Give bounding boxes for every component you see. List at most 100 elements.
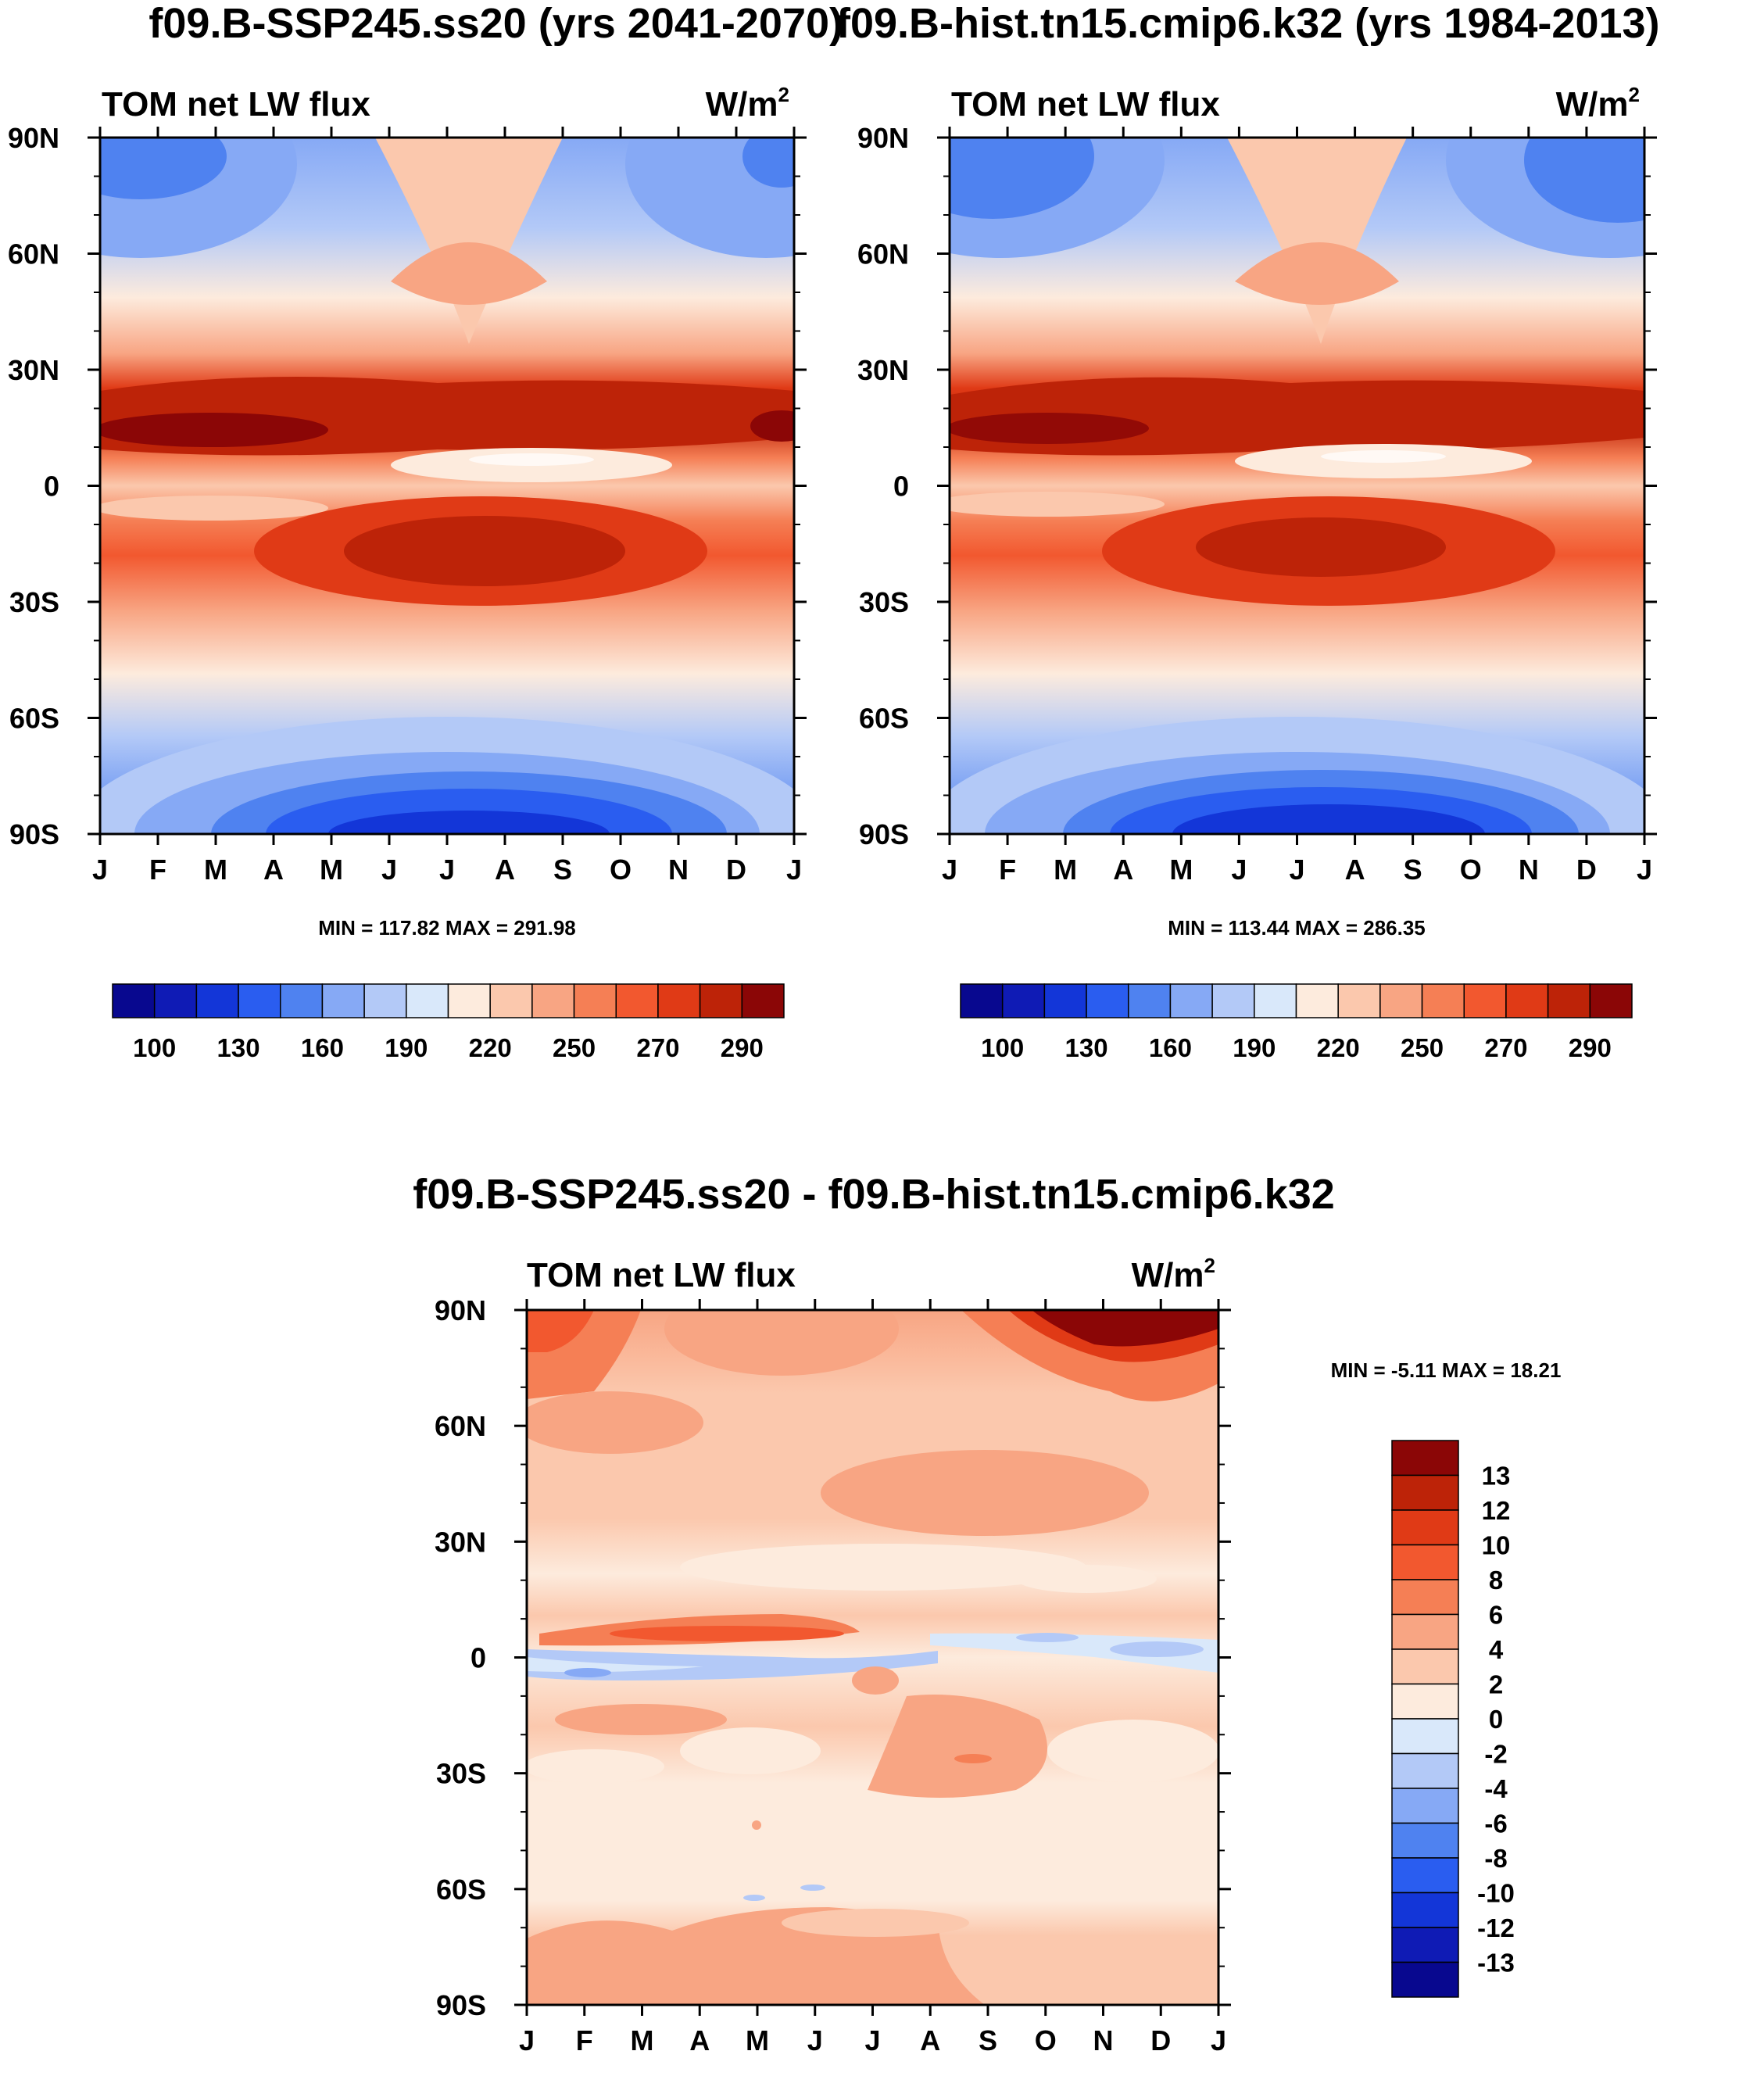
x-tick-label: J	[1211, 2024, 1226, 2056]
colorbar-label: 160	[301, 1033, 344, 1062]
x-tick-label: J	[1231, 854, 1247, 886]
colorbar-swatch	[1254, 983, 1297, 1018]
colorbar-swatch	[1391, 1474, 1459, 1511]
colorbar-swatch	[195, 983, 239, 1018]
x-tick-label: A	[920, 2024, 940, 2056]
colorbar-label: -8	[1484, 1844, 1507, 1873]
colorbar-swatch	[1391, 1822, 1459, 1859]
colorbar-label: 290	[721, 1033, 764, 1062]
colorbar-label: 160	[1149, 1033, 1192, 1062]
colorbar-swatch	[573, 983, 617, 1018]
y-tick-label: 60N	[857, 238, 909, 270]
colorbar-label: 2	[1489, 1670, 1503, 1699]
colorbar-swatch	[112, 983, 156, 1018]
y-tick-label: 30N	[435, 1526, 486, 1558]
colorbar-label: 190	[385, 1033, 428, 1062]
subtitle-ssp245: TOM net LW flux	[102, 85, 370, 123]
colorbar-swatch	[1295, 983, 1339, 1018]
x-tick-label: O	[1460, 854, 1482, 886]
colorbar-label: 12	[1482, 1496, 1511, 1525]
colorbar-swatch	[741, 983, 785, 1018]
y-tick-label: 90N	[435, 1294, 486, 1326]
x-tick-label: D	[726, 854, 746, 886]
x-tick-label: M	[631, 2024, 654, 2056]
x-tick-label: M	[746, 2024, 769, 2056]
x-tick-label: J	[864, 2024, 880, 2056]
colorbar-swatch	[1043, 983, 1087, 1018]
heatmap-diff	[527, 1310, 1218, 2005]
x-tick-label: S	[553, 854, 572, 886]
y-tick-label: 90N	[8, 122, 59, 154]
x-tick-label: J	[807, 2024, 823, 2056]
x-tick-label: N	[1519, 854, 1539, 886]
y-tick-label: 60S	[859, 703, 909, 735]
units-diff: W/m2	[1132, 1254, 1215, 1294]
colorbar-swatch	[1337, 983, 1381, 1018]
colorbar-label: 100	[133, 1033, 176, 1062]
colorbar-swatch	[531, 983, 575, 1018]
y-tick-label: 90N	[857, 122, 909, 154]
panel-hist: TOM net LW flux W/m2 J F M A M J J A S O N D J 90N 60N…	[857, 83, 1657, 1062]
colorbar-label: 100	[981, 1033, 1024, 1062]
y-tick-label: 0	[893, 471, 909, 503]
colorbar-swatch	[489, 983, 533, 1018]
colorbar-swatch	[153, 983, 198, 1018]
colorbar-swatch	[1391, 1683, 1459, 1720]
colorbar-label: 10	[1482, 1531, 1511, 1560]
units-hist: W/m2	[1556, 83, 1640, 123]
x-tick-label: A	[263, 854, 284, 886]
colorbar-label: 8	[1489, 1566, 1503, 1595]
x-tick-label: N	[668, 854, 689, 886]
colorbar-label: 270	[636, 1033, 679, 1062]
colorbar-swatch	[1391, 1927, 1459, 1963]
x-tick-label: F	[576, 2024, 593, 2056]
panel-diff: TOM net LW flux W/m2 J F M A M J J A S O N D J 90N 60N…	[435, 1254, 1561, 2056]
colorbar-label: -13	[1477, 1949, 1515, 1978]
y-tick-label: 0	[44, 471, 59, 503]
x-tick-label: J	[786, 854, 802, 886]
colorbar-label: 250	[1401, 1033, 1444, 1062]
y-tick-label: 30S	[859, 586, 909, 618]
subtitle-hist: TOM net LW flux	[951, 85, 1220, 123]
heatmap-hist	[950, 138, 1644, 834]
colorbar-swatch	[615, 983, 659, 1018]
x-tick-label: O	[610, 854, 632, 886]
y-tick-label: 30S	[9, 586, 59, 618]
y-tick-label: 90S	[436, 1989, 486, 2021]
y-tick-label: 90S	[9, 818, 59, 850]
x-tick-label: D	[1150, 2024, 1171, 2056]
x-tick-label: O	[1035, 2024, 1057, 2056]
colorbar-swatch	[1391, 1440, 1459, 1476]
left-panel-title: f09.B-SSP245.ss20 (yrs 2041-2070)	[148, 0, 843, 47]
colorbar-label: -2	[1484, 1740, 1507, 1769]
colorbar-swatch	[1391, 1857, 1459, 1894]
colorbar-swatch	[960, 983, 1004, 1018]
colorbar-swatch	[1391, 1579, 1459, 1616]
colorbar-swatch	[1391, 1961, 1459, 1998]
y-tick-label: 60S	[9, 703, 59, 735]
colorbar-swatch	[1169, 983, 1213, 1018]
colorbar-ssp245: 100 130 160 190 220 250 270 290	[112, 983, 785, 1062]
colorbar-swatch	[1086, 983, 1129, 1018]
colorbar-label: 0	[1489, 1705, 1503, 1734]
colorbar-diff: 13 12 10 8 6 4 2 0 -2 -4 -6 -8 -10 -12 -13	[1391, 1440, 1515, 1998]
colorbar-swatch	[1128, 983, 1172, 1018]
colorbar-swatch	[657, 983, 701, 1018]
y-tick-label: 30S	[436, 1758, 486, 1790]
panel-ssp245: TOM net LW flux W/m2 J F M A M J J A S O N D J 90N 60N…	[8, 83, 807, 1062]
colorbar-swatch	[699, 983, 743, 1018]
colorbar-label: 270	[1484, 1033, 1527, 1062]
colorbar-swatch	[280, 983, 324, 1018]
colorbar-swatch	[238, 983, 281, 1018]
y-tick-label: 30N	[857, 354, 909, 386]
colorbar-swatch	[1391, 1752, 1459, 1789]
colorbar-swatch	[406, 983, 449, 1018]
colorbar-label: -4	[1484, 1774, 1508, 1803]
colorbar-label: 220	[469, 1033, 512, 1062]
axes-ssp245: J F M A M J J A S O N D J 90N 60N 30N 0 30S 60S 90S	[8, 122, 807, 886]
colorbar-swatch	[1421, 983, 1465, 1018]
x-tick-label: A	[1113, 854, 1133, 886]
colorbar-swatch	[447, 983, 491, 1018]
colorbar-swatch	[1391, 1788, 1459, 1824]
